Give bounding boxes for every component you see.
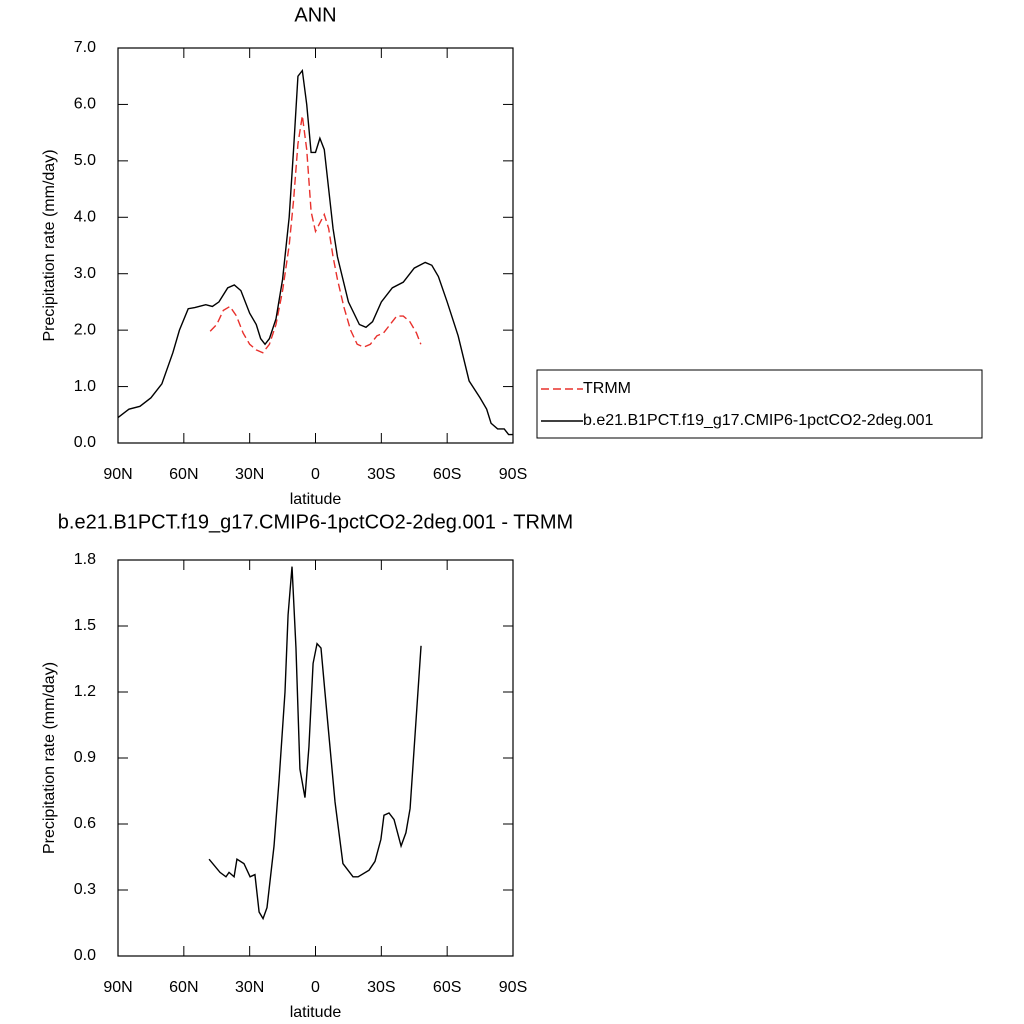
data-line: [209, 115, 422, 354]
y-tick-label: 7.0: [74, 39, 96, 56]
y-tick-label: 0.3: [74, 881, 96, 898]
legend-box: [536, 369, 983, 439]
x-tick-label: 90N: [103, 979, 132, 996]
chart-title: ANN: [294, 4, 336, 26]
x-tick-label: 30S: [367, 979, 395, 996]
legend-label: TRMM: [583, 380, 631, 397]
y-tick-label: 5.0: [74, 152, 96, 169]
x-tick-label: 90S: [499, 979, 527, 996]
x-axis-label: latitude: [290, 491, 342, 508]
x-tick-label: 90S: [499, 466, 527, 483]
y-tick-label: 1.0: [74, 378, 96, 395]
x-tick-label: 30S: [367, 466, 395, 483]
y-tick-label: 4.0: [74, 209, 96, 226]
x-tick-label: 30N: [235, 466, 264, 483]
x-tick-label: 30N: [235, 979, 264, 996]
x-tick-label: 60S: [433, 979, 461, 996]
y-tick-label: 2.0: [74, 321, 96, 338]
data-line: [117, 68, 513, 436]
y-tick-label: 0.0: [74, 434, 96, 451]
chart-title: b.e21.B1PCT.f19_g17.CMIP6-1pctCO2-2deg.0…: [58, 511, 573, 533]
y-axis-label: Precipitation rate (mm/day): [41, 662, 58, 854]
y-tick-label: 1.5: [74, 617, 96, 634]
x-tick-label: 60N: [169, 466, 198, 483]
x-tick-label: 0: [311, 979, 320, 996]
x-tick-label: 60S: [433, 466, 461, 483]
y-tick-label: 0.9: [74, 749, 96, 766]
legend-label: b.e21.B1PCT.f19_g17.CMIP6-1pctCO2-2deg.0…: [583, 412, 934, 429]
y-tick-label: 0.0: [74, 947, 96, 964]
plot-frame: [117, 559, 514, 957]
x-tick-label: 60N: [169, 979, 198, 996]
y-tick-label: 1.2: [74, 683, 96, 700]
y-axis-label: Precipitation rate (mm/day): [41, 149, 58, 341]
y-tick-label: 1.8: [74, 551, 96, 568]
y-tick-label: 0.6: [74, 815, 96, 832]
x-tick-label: 90N: [103, 466, 132, 483]
data-line: [208, 566, 422, 921]
x-axis-label: latitude: [290, 1004, 342, 1021]
y-tick-label: 3.0: [74, 265, 96, 282]
y-tick-label: 6.0: [74, 96, 96, 113]
plot-frame: [117, 47, 514, 444]
x-tick-label: 0: [311, 466, 320, 483]
